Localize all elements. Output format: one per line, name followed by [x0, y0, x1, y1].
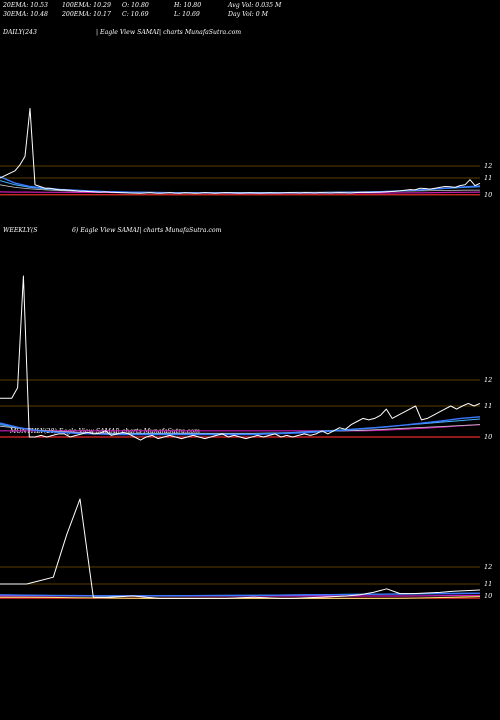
monthly-series-ema-yellow — [0, 596, 481, 599]
daily-panel-label: DAILY(243 — [2, 29, 37, 36]
stat-low: L: 10.69 — [173, 11, 200, 18]
daily-y-tick-11: 11 — [484, 174, 492, 182]
stat-avg-vol: Avg Vol: 0.035 M — [227, 2, 282, 9]
monthly-panel: 12 11 10 — [0, 498, 492, 600]
stat-day-vol: Day Vol: 0 M — [227, 11, 269, 18]
daily-panel: 12 11 10 — [0, 107, 492, 199]
weekly-series-ema-gray — [0, 424, 481, 434]
stat-200ema: 200EMA: 10.17 — [61, 11, 111, 18]
monthly-series-price — [0, 498, 481, 599]
stat-open: O: 10.80 — [122, 2, 149, 9]
stat-30ema: 30EMA: 10.48 — [3, 11, 48, 18]
weekly-panel-caption: 6) Eagle View SAMAI| charts MunafaSutra.… — [72, 227, 222, 234]
chart-panels: 12 11 10 12 11 10 12 11 10 — [0, 107, 492, 600]
stat-high: H: 10.80 — [173, 2, 201, 9]
monthly-y-tick-11: 11 — [484, 580, 492, 588]
weekly-y-tick-11: 11 — [484, 402, 492, 410]
daily-series-price — [0, 107, 481, 194]
weekly-series-ema-magenta — [0, 424, 481, 432]
stat-100ema: 100EMA: 10.29 — [62, 2, 111, 9]
weekly-panel: 12 11 10 — [0, 275, 492, 441]
monthly-y-tick-10: 10 — [484, 592, 492, 600]
daily-panel-caption: | Eagle View SAMAI| charts MunafaSutra.c… — [96, 29, 241, 36]
weekly-y-tick-10: 10 — [484, 433, 492, 441]
stat-close: C: 10.69 — [122, 11, 149, 18]
monthly-y-tick-12: 12 — [484, 563, 492, 571]
daily-y-tick-10: 10 — [484, 191, 492, 199]
stat-20ema: 20EMA: 10.53 — [2, 2, 48, 9]
header-stats: 20EMA: 10.53 100EMA: 10.29 O: 10.80 H: 1… — [2, 2, 282, 18]
weekly-series-price — [0, 275, 481, 441]
weekly-panel-label: WEEKLY(S — [3, 227, 37, 234]
weekly-y-tick-12: 12 — [484, 376, 492, 384]
weekly-series-ema-blue — [0, 416, 481, 436]
daily-y-tick-12: 12 — [484, 162, 492, 170]
